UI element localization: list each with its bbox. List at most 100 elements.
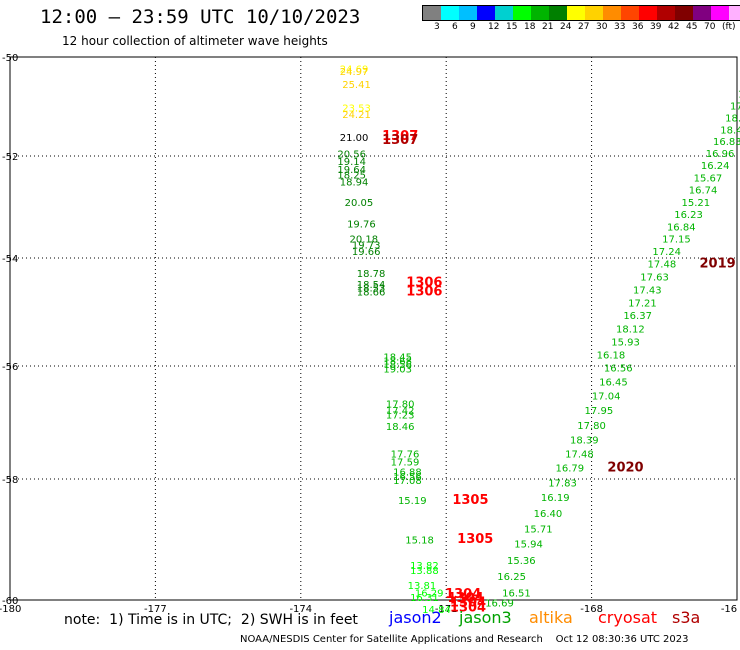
wave-height-label: 16.40 [534, 509, 563, 520]
x-tick-label: -174 [289, 604, 312, 615]
color-scale-label: 36 [632, 22, 644, 32]
color-scale-label: 6 [452, 22, 458, 32]
color-scale-label: 12 [488, 22, 500, 32]
wave-height-label: 16.24 [701, 161, 730, 172]
wave-height-label: 16.96 [706, 149, 735, 160]
wave-height-label: 16.51 [502, 589, 531, 600]
pass-number-label: 1305 [452, 493, 488, 508]
x-tick-label: -177 [144, 604, 167, 615]
wave-height-label: 16.74 [689, 186, 718, 197]
footer-note: note: 1) Time is in UTC; 2) SWH is in fe… [64, 612, 358, 628]
color-scale-label: 18 [524, 22, 536, 32]
wave-height-label: 13.81 [408, 581, 437, 592]
wave-height-label: 15.18 [405, 536, 434, 547]
y-tick-label: -54 [2, 254, 18, 265]
map-title: 12:00 – 23:59 UTC 10/10/2023 [40, 6, 361, 28]
wave-height-label: 19.66 [352, 247, 381, 258]
wave-height-label: 19.14 [337, 157, 366, 168]
wave-height-label: 16.29 [415, 589, 444, 600]
wave-height-label: 16.23 [674, 210, 703, 221]
y-tick-label: -52 [2, 152, 18, 163]
wave-height-label: 15.71 [524, 525, 553, 536]
pass-number-label: 1304 [447, 591, 483, 606]
wave-height-label: 15.21 [681, 198, 710, 209]
wave-height-label: 16.18 [597, 351, 626, 362]
y-tick-label: -56 [2, 362, 18, 373]
satellite-altika: altika [529, 608, 573, 627]
wave-height-label: 16.56 [393, 472, 422, 483]
x-tick-label: -16 [721, 604, 737, 615]
color-scale-label: 21 [542, 22, 554, 32]
color-swatch [675, 6, 693, 20]
satellite-cryosat: cryosat [598, 608, 658, 627]
x-tick-label: -168 [580, 604, 603, 615]
wave-height-label: 17.73 [730, 102, 740, 113]
color-scale-bar [422, 5, 740, 21]
satellite-jason3: jason3 [459, 608, 512, 627]
wave-height-label: 16.69 [485, 598, 514, 609]
wave-height-label: 16.19 [541, 493, 570, 504]
color-scale-label: 42 [668, 22, 680, 32]
map-frame [9, 56, 738, 601]
wave-height-label: 18.53 [357, 284, 386, 295]
pass-number-label: 1307 [382, 133, 418, 148]
wave-height-label: 15.94 [514, 540, 543, 551]
color-swatch [585, 6, 603, 20]
wave-height-label: 18.16 [725, 113, 740, 124]
wave-height-label: 16.37 [623, 311, 652, 322]
wave-height-label: 18.46 [386, 422, 415, 433]
wave-height-label: 15.36 [507, 556, 536, 567]
wave-height-label: 17.63 [640, 272, 669, 283]
color-scale-label: 39 [650, 22, 662, 32]
wave-height-label: 24.69 [340, 64, 369, 75]
color-swatch [603, 6, 621, 20]
wave-height-label: 17.08 [393, 476, 422, 487]
wave-height-label: 17.15 [662, 235, 691, 246]
color-swatch [549, 6, 567, 20]
wave-height-label: 17.48 [565, 450, 594, 461]
pass-number-label: 1306 [406, 284, 442, 299]
wave-height-label: 17.80 [577, 421, 606, 432]
wave-height-label: 19.64 [337, 165, 366, 176]
color-swatch [657, 6, 675, 20]
wave-height-label: 16.25 [497, 572, 526, 583]
credit-line: NOAA/NESDIS Center for Satellite Applica… [240, 634, 689, 645]
wave-height-label: 17.43 [633, 285, 662, 296]
color-scale-label: 45 [686, 22, 698, 32]
wave-height-label: 17.76 [391, 450, 420, 461]
wave-height-label: 17.59 [391, 457, 420, 468]
color-swatch [423, 6, 441, 20]
color-scale-label: 9 [470, 22, 476, 32]
color-swatch [693, 6, 711, 20]
color-scale-unit: (ft) [722, 22, 736, 32]
color-swatch [621, 6, 639, 20]
wave-height-label: 24.21 [342, 110, 371, 121]
color-swatch [567, 6, 585, 20]
wave-height-label: 19.76 [347, 219, 376, 230]
wave-height-label: 17.48 [648, 259, 677, 270]
satellite-jason2: jason2 [389, 608, 442, 627]
pass-number-label: 1307 [382, 129, 418, 144]
wave-height-label: 18.12 [616, 325, 645, 336]
wave-height-label: 18.54 [357, 280, 386, 291]
wave-height-label: 17.83 [548, 479, 577, 490]
wave-height-label: 24.97 [340, 67, 369, 78]
wave-height-label: 17.24 [652, 247, 681, 258]
wave-height-label: 17.04 [592, 391, 621, 402]
x-tick-label: -180 [0, 604, 21, 615]
wave-height-label: 19.03 [383, 364, 412, 375]
wave-height-label: 18.78 [357, 269, 386, 280]
wave-height-label: 18.68 [383, 357, 412, 368]
color-swatch [441, 6, 459, 20]
wave-height-label: 16.84 [667, 222, 696, 233]
wave-height-label: 14.84 [422, 605, 451, 616]
color-swatch [477, 6, 495, 20]
pass-number-label: 2019 [700, 256, 736, 271]
pass-number-label: 1305 [457, 532, 493, 547]
pass-number-label: 2020 [607, 461, 643, 476]
wave-height-label: 16.56 [604, 364, 633, 375]
color-swatch [711, 6, 729, 20]
color-swatch [639, 6, 657, 20]
satellite-s3a: s3a [672, 608, 701, 627]
